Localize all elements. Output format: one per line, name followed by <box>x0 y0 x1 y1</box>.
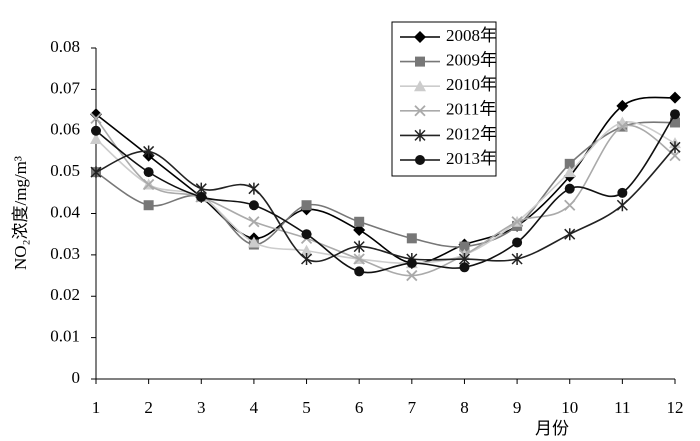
y-tick-label: 0.02 <box>50 285 80 304</box>
marker <box>669 91 681 104</box>
marker <box>354 216 365 227</box>
series-line <box>95 146 676 263</box>
y-tick-label: 0.06 <box>50 120 80 139</box>
legend-label: 2012年 <box>446 124 497 143</box>
marker <box>564 158 575 169</box>
marker <box>90 108 102 121</box>
series-line <box>95 121 676 248</box>
marker <box>91 125 101 136</box>
marker <box>353 224 366 237</box>
marker <box>143 145 155 158</box>
x-tick-label: 10 <box>561 398 578 417</box>
y-tick-label: 0.03 <box>50 244 80 263</box>
x-tick-label: 12 <box>667 398 684 417</box>
marker <box>196 191 207 202</box>
series-line <box>95 96 676 265</box>
legend-box <box>391 21 497 177</box>
marker <box>143 167 154 178</box>
marker <box>511 216 523 228</box>
marker <box>143 200 154 211</box>
x-tick-label: 5 <box>302 398 311 417</box>
marker <box>301 229 312 240</box>
y-tick-label: 0 <box>72 368 81 387</box>
marker <box>511 253 523 266</box>
series-line <box>95 121 676 265</box>
y-tick-label: 0.05 <box>50 161 80 180</box>
marker <box>406 258 417 269</box>
marker <box>142 178 155 191</box>
marker <box>512 237 523 248</box>
legend-label: 2013年 <box>446 149 497 168</box>
marker <box>414 31 426 43</box>
marker <box>616 120 629 133</box>
marker <box>90 112 102 124</box>
marker <box>670 109 680 120</box>
x-tick-label: 11 <box>614 398 630 417</box>
x-tick-label: 9 <box>513 398 522 417</box>
marker <box>564 183 575 194</box>
x-tick-label: 7 <box>408 398 417 417</box>
marker <box>415 56 425 67</box>
marker <box>564 199 576 211</box>
marker <box>300 244 313 256</box>
marker <box>459 262 470 273</box>
x-tick-label: 2 <box>144 398 153 417</box>
marker <box>353 240 365 253</box>
x-tick-label: 4 <box>250 398 259 417</box>
y-axis-label: NO₂浓度/mg/m³ <box>11 156 30 270</box>
marker <box>406 269 418 282</box>
x-tick-label: 8 <box>460 398 469 417</box>
marker <box>670 117 680 128</box>
marker <box>90 166 102 179</box>
marker <box>564 228 576 241</box>
marker <box>563 166 576 178</box>
y-tick-label: 0.01 <box>50 327 80 346</box>
marker <box>414 129 426 142</box>
marker <box>247 236 260 248</box>
marker <box>301 253 313 266</box>
marker <box>353 253 365 265</box>
x-tick-label: 6 <box>355 398 364 417</box>
legend-label: 2011年 <box>446 100 496 119</box>
y-tick-label: 0.08 <box>50 37 80 56</box>
marker <box>415 155 425 165</box>
marker <box>616 99 629 112</box>
marker <box>406 233 417 244</box>
marker <box>354 266 365 277</box>
marker <box>248 216 260 228</box>
marker <box>248 200 259 211</box>
x-tick-label: 3 <box>197 398 206 417</box>
marker <box>414 80 426 92</box>
series-line <box>95 117 676 277</box>
y-tick-label: 0.07 <box>50 78 80 97</box>
legend-label: 2010年 <box>446 75 497 94</box>
marker <box>459 241 470 252</box>
marker <box>414 105 426 117</box>
marker <box>669 141 681 154</box>
legend-label: 2009年 <box>446 51 497 70</box>
legend-label: 2008年 <box>446 26 497 45</box>
y-tick-label: 0.04 <box>50 202 80 221</box>
marker <box>617 187 628 198</box>
marker <box>301 200 312 211</box>
x-axis-label: 月份 <box>535 419 569 438</box>
x-tick-label: 1 <box>92 398 101 417</box>
marker <box>90 133 102 145</box>
marker <box>248 182 260 195</box>
marker <box>616 199 628 212</box>
